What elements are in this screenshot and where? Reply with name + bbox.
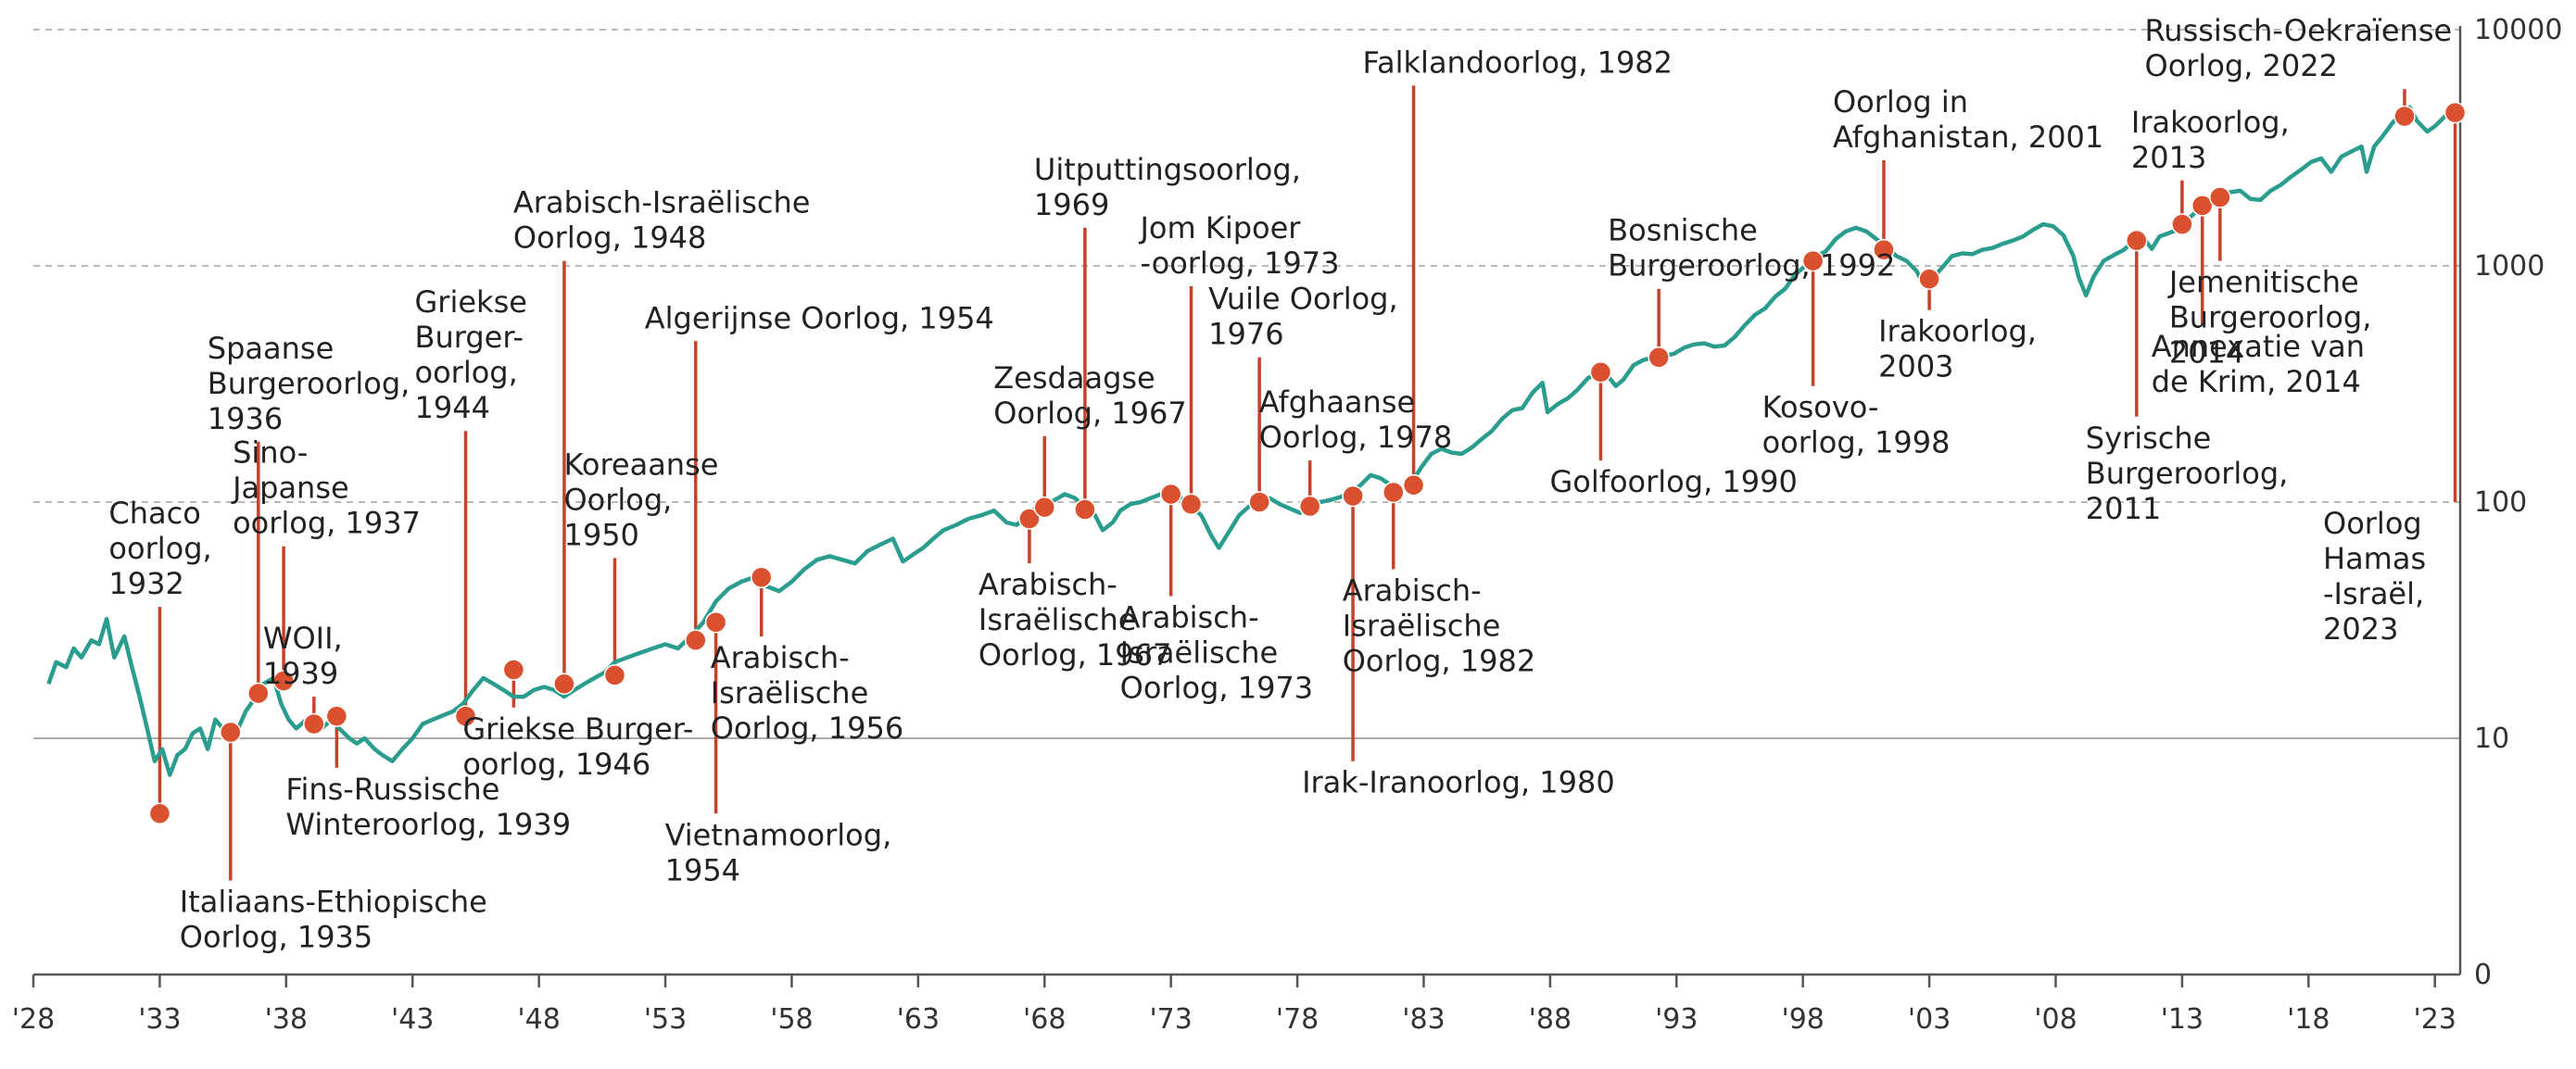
event-marker (603, 664, 626, 686)
event-label: Italiaans-Ethiopische Oorlog, 1935 (180, 885, 487, 955)
event-label: Golfoorlog, 1990 (1549, 464, 1797, 499)
x-tick-label: '78 (1276, 1003, 1319, 1036)
x-tick-label: '93 (1655, 1003, 1698, 1036)
event-label: WOII, 1939 (263, 621, 343, 691)
x-tick-label: '98 (1781, 1003, 1824, 1036)
event-label: Chaco oorlog, 1932 (108, 496, 211, 601)
x-tick-label: '53 (644, 1003, 687, 1036)
x-tick-label: '13 (2161, 1003, 2203, 1036)
event-label: Irakoorlog, 2003 (1878, 314, 2037, 384)
event-label: Arabisch-Israëlische Oorlog, 1973 (1120, 599, 1313, 705)
event-label: Bosnische Burgeroorlog, 1992 (1608, 213, 1895, 283)
event-marker (272, 670, 295, 692)
event-marker (2126, 229, 2148, 252)
event-marker (247, 682, 270, 705)
event-label: Oorlog in Afghanistan, 2001 (1833, 84, 2103, 155)
event-label: Arabisch-Israëlische Oorlog, 1982 (1343, 572, 1535, 678)
x-tick-label: '28 (12, 1003, 55, 1036)
event-label: Koreaanse Oorlog, 1950 (563, 446, 718, 552)
y-tick-label: 10000 (2474, 14, 2562, 46)
event-marker (685, 629, 707, 651)
event-marker (1402, 473, 1425, 497)
event-label: Zesdaagse Oorlog, 1967 (993, 360, 1186, 431)
event-label: Oorlog Hamas -Israël, 2023 (2323, 506, 2426, 647)
event-marker (502, 659, 525, 681)
event-marker (220, 721, 242, 744)
event-labels: Chaco oorlog, 1932 Italiaans-Ethiopische Oor… (108, 13, 2452, 954)
event-marker (1648, 346, 1670, 369)
x-tick-label: '08 (2034, 1003, 2077, 1036)
event-label: Arabisch-Israëlische Oorlog, 1967 (979, 567, 1171, 673)
event-marker (2171, 213, 2193, 235)
event-marker (1801, 249, 1825, 272)
event-marker (454, 705, 477, 727)
x-tick-label: '43 (391, 1003, 434, 1036)
event-label: Falklandoorlog, 1982 (1363, 44, 1673, 80)
event-marker (1589, 360, 1612, 384)
event-marker (1298, 495, 1321, 518)
event-marker (750, 566, 773, 589)
event-marker (704, 610, 727, 634)
event-marker (2209, 186, 2231, 208)
event-markers (148, 101, 2467, 825)
event-label: Jom Kipoer -oorlog, 1973 (1138, 210, 1339, 281)
gridlines (33, 29, 2460, 739)
event-marker (1918, 268, 1940, 290)
event-label: Kosovo-oorlog, 1998 (1762, 390, 1951, 460)
event-marker (2191, 195, 2214, 217)
event-marker (1018, 508, 1041, 530)
event-label: Annexatie van de Krim, 2014 (2152, 329, 2365, 399)
event-label: Russisch-Oekraïense Oorlog, 2022 (2145, 13, 2453, 83)
event-label: Griekse Burger-oorlog, 1946 (462, 711, 693, 782)
x-tick-label: '63 (897, 1003, 940, 1036)
event-marker (1382, 481, 1405, 504)
event-label: Syrische Burgeroorlog, 2011 (2086, 421, 2289, 526)
x-tick-label: '68 (1023, 1003, 1066, 1036)
x-tick-label: '23 (2414, 1003, 2456, 1036)
event-leader-lines (158, 85, 2457, 881)
x-tick-label: '38 (265, 1003, 308, 1036)
y-tick-label: 0 (2474, 959, 2492, 991)
x-tick-label: '03 (1908, 1003, 1951, 1036)
event-label: Sino-Japanse oorlog, 1937 (231, 435, 421, 541)
event-label: Jemenitische Burgeroorlog, 2014 (2167, 265, 2372, 371)
event-marker (2443, 101, 2467, 124)
y-tick-label: 1000 (2474, 250, 2544, 283)
event-label: Irakoorlog, 2013 (2131, 105, 2290, 175)
event-label: Vietnamoorlog, 1954 (665, 817, 892, 887)
event-label: Algerijnse Oorlog, 1954 (645, 300, 994, 335)
event-label: Irak-Iranoorlog, 1980 (1302, 765, 1615, 800)
event-marker (1342, 484, 1364, 508)
event-label: Arabisch-Israëlische Oorlog, 1948 (513, 185, 811, 256)
event-marker (2393, 105, 2416, 128)
x-tick-label: '33 (138, 1003, 181, 1036)
x-tick-label: '73 (1149, 1003, 1192, 1036)
event-marker (1873, 238, 1895, 261)
event-label: Griekse Burger-oorlog, 1944 (415, 284, 527, 425)
event-marker (303, 712, 325, 736)
event-label: Arabisch-Israëlische Oorlog, 1956 (711, 640, 903, 746)
event-label: Vuile Oorlog, 1976 (1208, 282, 1398, 352)
x-tick-label: '18 (2287, 1003, 2330, 1036)
event-label: Afghaanse Oorlog, 1978 (1259, 384, 1452, 455)
event-label: Uitputtingsoorlog, 1969 (1034, 152, 1301, 222)
y-tick-label: 100 (2474, 486, 2527, 519)
y-tick-label: 10 (2474, 723, 2509, 755)
event-marker (1074, 498, 1096, 521)
event-marker (148, 802, 171, 825)
x-tick-label: '88 (1529, 1003, 1572, 1036)
event-marker (1180, 493, 1203, 515)
event-label: Spaanse Burgeroorlog, 1936 (208, 331, 410, 436)
event-marker (553, 673, 575, 695)
x-tick-label: '83 (1402, 1003, 1445, 1036)
event-label: Fins-Russische Winteroorlog, 1939 (285, 772, 571, 842)
event-marker (1248, 491, 1270, 513)
x-tick-label: '48 (517, 1003, 560, 1036)
event-marker (1033, 496, 1055, 519)
event-marker (325, 705, 348, 727)
event-marker (1159, 483, 1182, 506)
x-tick-label: '58 (770, 1003, 813, 1036)
